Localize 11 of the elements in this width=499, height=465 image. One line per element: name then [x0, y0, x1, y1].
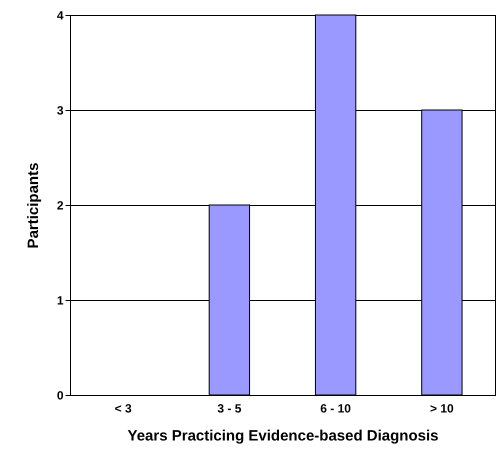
y-tick-label: 3	[56, 104, 64, 118]
x-tick-label: 6 - 10	[320, 402, 352, 416]
x-tick-label: 3 - 5	[217, 402, 242, 416]
x-tick-label: < 3	[114, 402, 132, 416]
x-axis-title: Years Practicing Evidence-based Diagnosis	[128, 428, 438, 444]
y-tick-label: 1	[56, 294, 64, 308]
x-tick-label: > 10	[430, 402, 454, 416]
y-tick-label: 0	[56, 388, 64, 402]
y-tick-label: 4	[56, 8, 64, 22]
y-axis-title: Participants	[24, 162, 42, 248]
y-tick-label: 2	[56, 198, 64, 212]
